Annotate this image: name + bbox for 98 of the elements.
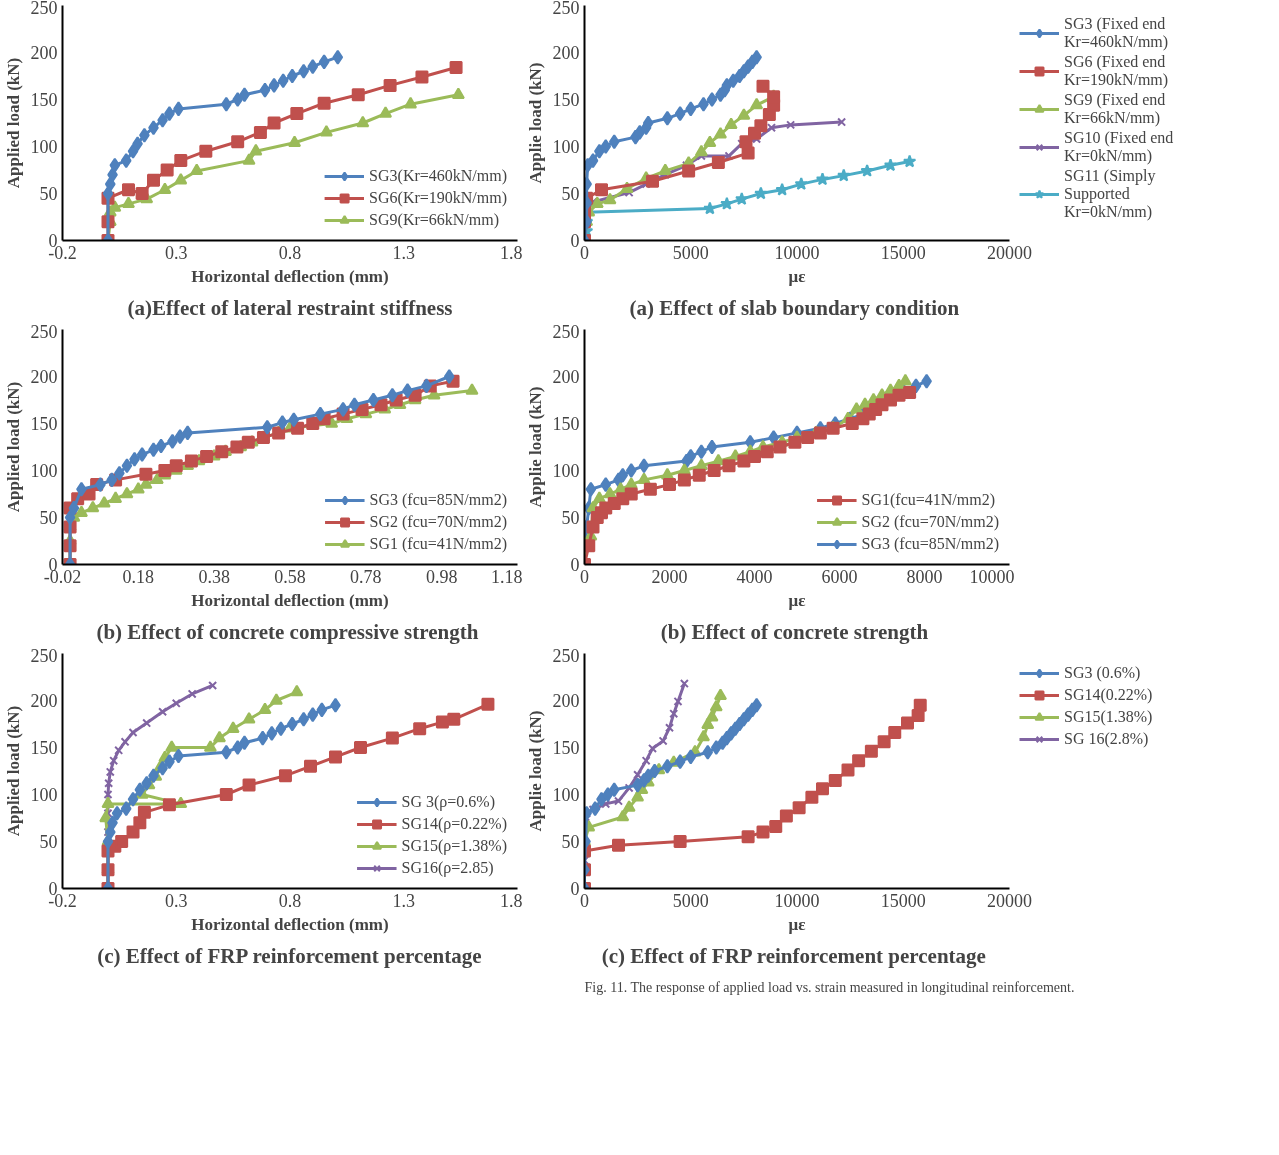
x-axis-title: Horizontal deflection (mm) (191, 266, 389, 286)
y-tick-label: 50 (39, 832, 58, 852)
y-tick-label: 250 (30, 321, 58, 342)
legend-label: SG 3(ρ=0.6%) (401, 793, 495, 811)
x-axis-title: με (788, 590, 806, 610)
text: (c) Effect of FRP reinforcement percentage (97, 943, 482, 968)
legend-label: SG15(1.38%) (1064, 708, 1153, 726)
x-tick-label: 2000 (651, 566, 688, 587)
y-axis-title: Applied load (kN) (3, 381, 23, 513)
legend-label: SG9(Kr=66kN/mm) (369, 211, 499, 229)
legend-label: SG3 (0.6%) (1064, 664, 1141, 682)
legend-label: SG1 (fcu=41N/mm2) (369, 535, 507, 553)
legend-label: SG3(Kr=460kN/mm) (369, 167, 507, 185)
x-tick-label: 15000 (880, 242, 926, 263)
x-tick-label: 0.8 (278, 242, 302, 263)
y-tick-label: 50 (561, 508, 580, 528)
y-tick-label: 50 (39, 184, 58, 204)
legend-label: SG3 (Fixed end Kr=460kN/mm) (1064, 15, 1169, 51)
text: (a)Effect of lateral restraint stiffness (127, 295, 453, 320)
x-tick-label: 0.38 (198, 566, 230, 587)
y-axis-title: Applie load (kN) (525, 710, 545, 832)
x-axis-title: με (788, 914, 806, 934)
y-tick-label: 250 (552, 321, 580, 342)
legend-label: SG3 (fcu=85N/mm2) (861, 535, 999, 553)
x-tick-label: 0.58 (274, 566, 306, 587)
y-tick-label: 200 (30, 367, 58, 387)
x-axis-title: Horizontal deflection (mm) (191, 914, 389, 934)
x-tick-label: 20000 (987, 242, 1032, 263)
x-tick-label: 1.8 (500, 890, 523, 911)
legend-label: SG15(ρ=1.38%) (401, 837, 507, 855)
x-tick-label: 6000 (821, 566, 858, 587)
x-axis-title: Horizontal deflection (mm) (191, 590, 389, 610)
x-tick-label: 1.3 (392, 242, 415, 263)
x-tick-label: 15000 (880, 890, 926, 911)
caption: Fig. 11. The response of applied load vs. strain measured in longitudinal reinforcement. (584, 979, 1075, 995)
x-tick-label: 10000 (774, 242, 820, 263)
x-tick-label: 5000 (672, 242, 709, 263)
x-tick-label: 5000 (672, 890, 709, 911)
x-tick-label: 1.18 (491, 566, 523, 587)
y-tick-label: 100 (30, 785, 58, 805)
y-tick-label: 50 (39, 508, 58, 528)
y-tick-label: 150 (552, 738, 580, 758)
text: (a) Effect of slab boundary condition (629, 295, 960, 320)
y-axis-title: Applied load (kN) (3, 705, 23, 837)
y-tick-label: 250 (30, 0, 58, 18)
x-tick-label: 1.8 (500, 242, 523, 263)
legend-label: SG14(0.22%) (1064, 686, 1153, 704)
y-tick-label: 200 (552, 691, 580, 711)
legend-label: SG2 (fcu=70N/mm2) (861, 513, 999, 531)
legend-label: SG14(ρ=0.22%) (401, 815, 507, 833)
text: (b) Effect of concrete compressive strength (96, 619, 479, 644)
x-tick-label: 0.98 (425, 566, 458, 587)
y-tick-label: 250 (30, 645, 58, 666)
x-tick-label: 10000 (774, 890, 820, 911)
legend-label: SG10 (Fixed end Kr=0kN/mm) (1064, 129, 1174, 165)
x-tick-label: 1.3 (392, 890, 415, 911)
x-axis-title: με (788, 266, 806, 286)
y-tick-label: 50 (561, 184, 580, 204)
y-tick-label: 250 (552, 645, 580, 666)
y-axis-title: Applie load (kN) (525, 62, 545, 184)
x-tick-label: 0.3 (165, 242, 188, 263)
x-tick-label: 4000 (736, 566, 773, 587)
x-tick-label: 0.18 (122, 566, 155, 587)
y-tick-label: 200 (552, 367, 580, 387)
y-tick-label: 150 (30, 90, 58, 110)
x-tick-label: 0.78 (350, 566, 382, 587)
legend-label: SG3 (fcu=85N/mm2) (369, 491, 507, 509)
legend-label: SG1(fcu=41N/mm2) (861, 491, 995, 509)
x-tick-label: 10000 (969, 566, 1015, 587)
x-tick-label: 20000 (987, 890, 1032, 911)
x-tick-label: 0.8 (278, 890, 302, 911)
legend-label: SG 16(2.8%) (1064, 730, 1149, 748)
y-tick-label: 100 (30, 461, 58, 481)
x-tick-label: 0.3 (165, 890, 188, 911)
y-tick-label: 100 (552, 461, 580, 481)
y-tick-label: 100 (552, 137, 580, 157)
y-tick-label: 150 (552, 90, 580, 110)
y-tick-label: 100 (30, 137, 58, 157)
y-tick-label: 250 (552, 0, 580, 18)
y-axis-title: Applied load (kN) (3, 57, 23, 189)
y-tick-label: 150 (30, 414, 58, 434)
y-axis-title: Applie load (kN) (525, 386, 545, 508)
y-tick-label: 150 (30, 738, 58, 758)
y-tick-label: 200 (552, 43, 580, 63)
legend-label: SG11 (Simply Supported Kr=0kN/mm) (1064, 167, 1156, 221)
legend-label: SG2 (fcu=70N/mm2) (369, 513, 507, 531)
y-tick-label: 200 (30, 43, 58, 63)
text: (c) Effect of FRP reinforcement percentage (601, 943, 986, 968)
legend-label: SG6 (Fixed end Kr=190kN/mm) (1064, 53, 1169, 89)
y-tick-label: 200 (30, 691, 58, 711)
text: (b) Effect of concrete strength (660, 619, 929, 644)
y-tick-label: 150 (552, 414, 580, 434)
legend-label: SG16(ρ=2.85) (401, 859, 494, 877)
y-tick-label: 100 (552, 785, 580, 805)
y-tick-label: 50 (561, 832, 580, 852)
legend-label: SG9 (Fixed end Kr=66kN/mm) (1064, 91, 1166, 127)
x-tick-label: 8000 (906, 566, 943, 587)
legend-label: SG6(Kr=190kN/mm) (369, 189, 507, 207)
